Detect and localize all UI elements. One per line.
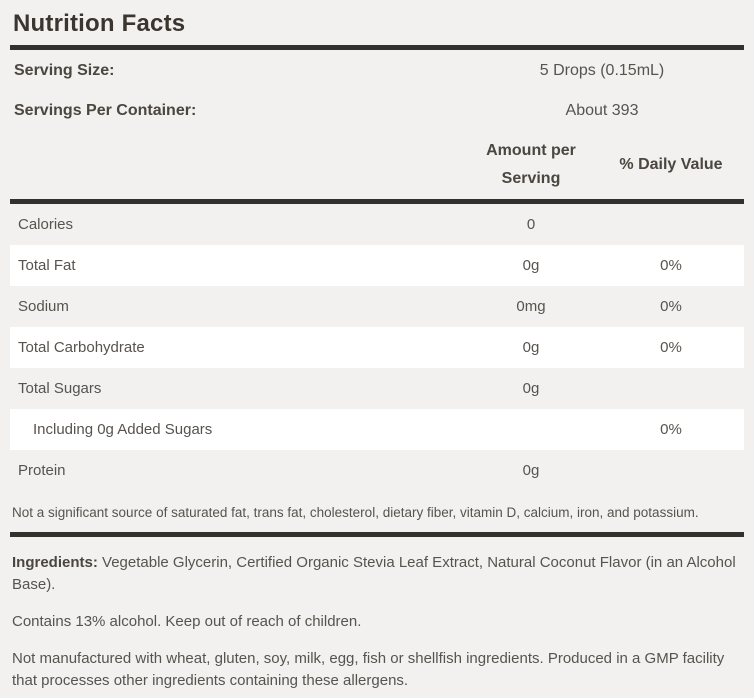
- nutrient-daily-value: 0%: [660, 257, 682, 274]
- serving-size-label: Serving Size:: [14, 62, 115, 79]
- title-divider: [10, 45, 744, 50]
- ingredients-label: Ingredients:: [12, 554, 98, 571]
- table-row: Protein 0g: [10, 450, 744, 491]
- table-column-headers: Amount per Serving % Daily Value: [10, 131, 744, 199]
- footer-divider: [10, 532, 744, 537]
- serving-size-value: 5 Drops (0.15mL): [539, 62, 665, 79]
- table-row: Total Carbohydrate 0g 0%: [10, 327, 744, 368]
- amount-column-header-cell: Amount per Serving: [456, 137, 606, 193]
- ingredients-paragraph: Ingredients: Vegetable Glycerin, Certifi…: [12, 552, 742, 596]
- alcohol-warning: Contains 13% alcohol. Keep out of reach …: [12, 613, 362, 630]
- table-row: Sodium 0mg 0%: [10, 286, 744, 327]
- nutrient-amount: 0g: [522, 462, 540, 479]
- ingredients-text: Vegetable Glycerin, Certified Organic St…: [12, 554, 736, 593]
- daily-value-column-header: % Daily Value: [619, 156, 723, 173]
- nutrient-amount: 0g: [522, 339, 540, 356]
- table-row: Including 0g Added Sugars 0%: [10, 409, 744, 450]
- nutrient-name: Sodium: [18, 298, 69, 315]
- nutrient-daily-value: 0%: [660, 298, 682, 315]
- table-row: Total Fat 0g 0%: [10, 245, 744, 286]
- header-divider: [10, 199, 744, 204]
- nutrient-name: Including 0g Added Sugars: [33, 421, 213, 438]
- panel-title: Nutrition Facts: [13, 10, 186, 37]
- servings-per-container-row: Servings Per Container: About 393: [0, 91, 754, 131]
- nutrients-table: Calories 0 Total Fat 0g 0% Sodium 0mg 0%…: [10, 204, 744, 491]
- nutrient-name: Protein: [18, 462, 66, 479]
- allergen-statement: Not manufactured with wheat, gluten, soy…: [12, 650, 725, 689]
- nutrient-amount: 0mg: [516, 298, 546, 315]
- nutrient-name: Total Fat: [18, 257, 76, 274]
- daily-value-column-header-cell: % Daily Value: [606, 151, 736, 179]
- amount-column-header: Amount per Serving: [486, 142, 576, 187]
- nutrient-daily-value: 0%: [660, 421, 682, 438]
- nutrient-amount: 0g: [522, 257, 540, 274]
- serving-info: Serving Size: 5 Drops (0.15mL) Servings …: [0, 50, 754, 131]
- nutrient-name: Total Sugars: [18, 380, 102, 397]
- table-row: Calories 0: [10, 204, 744, 245]
- table-row: Total Sugars 0g: [10, 368, 744, 409]
- info-section: Ingredients: Vegetable Glycerin, Certifi…: [0, 537, 754, 692]
- servings-per-container-label: Servings Per Container:: [14, 102, 197, 119]
- servings-per-container-value: About 393: [565, 102, 639, 119]
- nutrient-amount: 0: [526, 216, 536, 233]
- nutrient-amount: 0g: [522, 380, 540, 397]
- nutrient-name: Calories: [18, 216, 74, 233]
- serving-size-row: Serving Size: 5 Drops (0.15mL): [0, 51, 754, 91]
- not-significant-source-note: Not a significant source of saturated fa…: [12, 505, 699, 520]
- nutrient-daily-value: 0%: [660, 339, 682, 356]
- nutrient-name: Total Carbohydrate: [18, 339, 145, 356]
